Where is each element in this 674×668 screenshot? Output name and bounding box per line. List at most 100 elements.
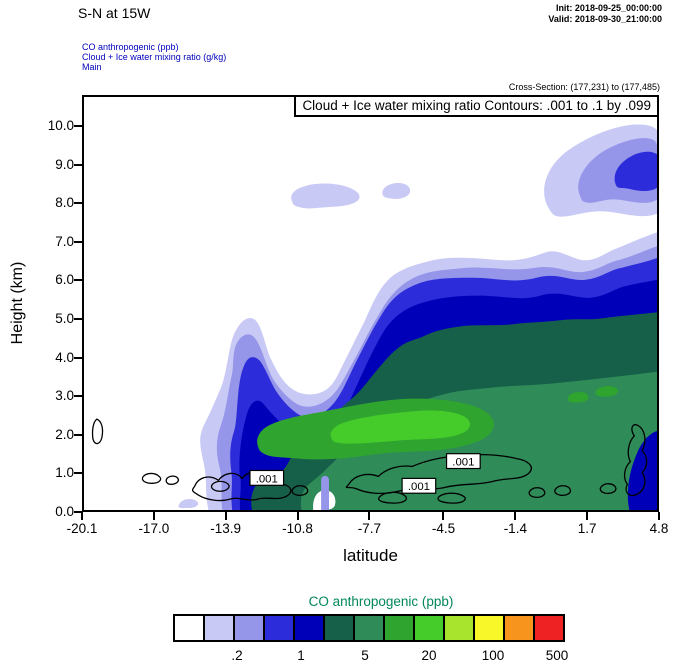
cloud-ice-contour — [437, 492, 466, 504]
cloud-ice-contour — [165, 475, 179, 485]
fill-region-green-fleck-1 — [567, 392, 589, 403]
x-tick-mark — [152, 512, 155, 520]
y-tick-mark — [74, 511, 82, 513]
y-tick-label: 10.0 — [47, 117, 74, 133]
y-tick-label: 8.0 — [55, 195, 74, 211]
y-axis-title: Height (km) — [9, 261, 26, 345]
x-tick-mark — [514, 512, 517, 520]
colorbar-cell — [503, 614, 535, 642]
x-tick-label: -1.4 — [503, 521, 527, 536]
colorbar-tick-label: 5 — [361, 648, 369, 663]
plot-box: .001 .001 .001 Cloud + Ice water mixing ra… — [82, 95, 659, 512]
y-tick-label: 2.0 — [55, 426, 74, 442]
colorbar-cell — [263, 614, 295, 642]
y-tick-mark — [74, 240, 82, 243]
fill-region-blue-patch-topright — [614, 151, 657, 192]
colorbar-cell — [203, 614, 235, 642]
contour-label-text: .001 — [452, 457, 474, 469]
y-tick-label: 3.0 — [55, 388, 74, 404]
x-tick-label: -20.1 — [66, 521, 98, 536]
y-tick-label: 6.0 — [55, 272, 74, 288]
x-tick-label: 4.8 — [649, 521, 669, 536]
x-tick-label: -13.9 — [210, 521, 242, 536]
colorbar-tick-label: .2 — [231, 648, 243, 663]
domain-label: Main — [82, 62, 102, 72]
y-tick-mark — [74, 317, 82, 320]
fill-region-periwinkle-column — [321, 475, 330, 510]
fill-region-lavender-patch-mid — [291, 183, 360, 209]
init-time-label: Init: 2018-09-25_00:00:00 — [555, 3, 662, 13]
colorbar-tick-label: 500 — [545, 648, 569, 663]
y-tick-mark — [74, 356, 82, 359]
x-tick-mark — [368, 512, 371, 520]
colorbar-cell — [473, 614, 505, 642]
cloud-ice-contour — [554, 485, 572, 497]
colorbar-title: CO anthropogenic (ppb) — [308, 594, 454, 609]
cloud-ice-contour — [623, 424, 648, 497]
contour-info-box: Cloud + Ice water mixing ratio Contours:… — [294, 95, 659, 117]
fill-field-label: CO anthropogenic (ppb) — [82, 42, 179, 52]
colorbar-cell — [233, 614, 265, 642]
contour-label-text: .001 — [408, 481, 430, 493]
y-tick-mark — [74, 124, 82, 127]
colorbar — [173, 614, 565, 642]
contour-label-text: .001 — [256, 473, 278, 485]
x-tick-label: -10.8 — [282, 521, 313, 536]
x-tick-label: 1.7 — [577, 521, 597, 536]
y-tick-label: 5.0 — [55, 310, 74, 326]
y-tick-label: 7.0 — [55, 233, 74, 249]
y-tick-mark — [74, 163, 82, 166]
page-title: S-N at 15W — [78, 5, 151, 21]
fill-region-green-fleck-2 — [595, 386, 618, 397]
colorbar-cell — [173, 614, 205, 642]
cloud-ice-contour — [210, 480, 230, 492]
x-tick-mark — [224, 512, 227, 520]
y-tick-mark — [74, 395, 82, 398]
colorbar-cell — [323, 614, 355, 642]
colorbar-cell — [533, 614, 565, 642]
colorbar-tick-label: 1 — [297, 648, 305, 663]
x-tick-label: -4.5 — [431, 521, 456, 536]
x-tick-mark — [81, 512, 83, 520]
fill-region-lavender-patch-small — [382, 182, 411, 199]
x-tick-label: -17.0 — [138, 521, 170, 536]
cloud-ice-contour — [599, 483, 617, 495]
fill-region-brightgreen-core — [330, 410, 470, 444]
contour-label-box — [249, 469, 285, 486]
x-tick-mark — [586, 512, 589, 520]
contour-label-box — [445, 453, 481, 470]
cloud-ice-contour — [378, 491, 408, 504]
y-tick-mark — [74, 202, 82, 205]
cloud-ice-contour — [91, 418, 104, 445]
cloud-ice-contour — [141, 472, 162, 484]
y-tick-mark — [74, 279, 82, 282]
cloud-ice-contour — [191, 471, 292, 502]
colorbar-tick-label: 100 — [481, 648, 505, 663]
x-tick-label: -7.7 — [357, 521, 381, 536]
colorbar-tick-label: 20 — [421, 648, 437, 663]
contour-label-box — [401, 477, 437, 494]
x-tick-mark — [442, 512, 445, 520]
cloud-ice-contour — [528, 487, 546, 498]
contour-field-canvas: .001 .001 .001 — [91, 124, 657, 510]
x-tick-mark — [658, 512, 660, 520]
x-tick-mark — [296, 512, 299, 520]
colorbar-cell — [383, 614, 415, 642]
y-tick-label: 4.0 — [55, 349, 74, 365]
fill-region-navy-bottom-right — [627, 430, 657, 510]
model-times: Init: 2018-09-25_00:00:00 Valid: 2018-09… — [548, 3, 662, 25]
y-tick-label: 1.0 — [55, 465, 74, 481]
x-axis-title: latitude — [343, 546, 398, 565]
y-tick-label: 9.0 — [55, 156, 74, 172]
valid-time-label: Valid: 2018-09-30_21:00:00 — [548, 14, 662, 24]
colorbar-cell — [413, 614, 445, 642]
colorbar-cell — [353, 614, 385, 642]
cross-section-label: Cross-Section: (177,231) to (177,485) — [508, 82, 660, 92]
y-tick-mark — [74, 433, 82, 436]
y-tick-mark — [74, 472, 82, 475]
fill-region-lavender-speck-bl — [178, 499, 199, 509]
colorbar-cell — [293, 614, 325, 642]
y-tick-label: 0.0 — [55, 504, 74, 519]
cloud-ice-contour — [291, 485, 309, 497]
